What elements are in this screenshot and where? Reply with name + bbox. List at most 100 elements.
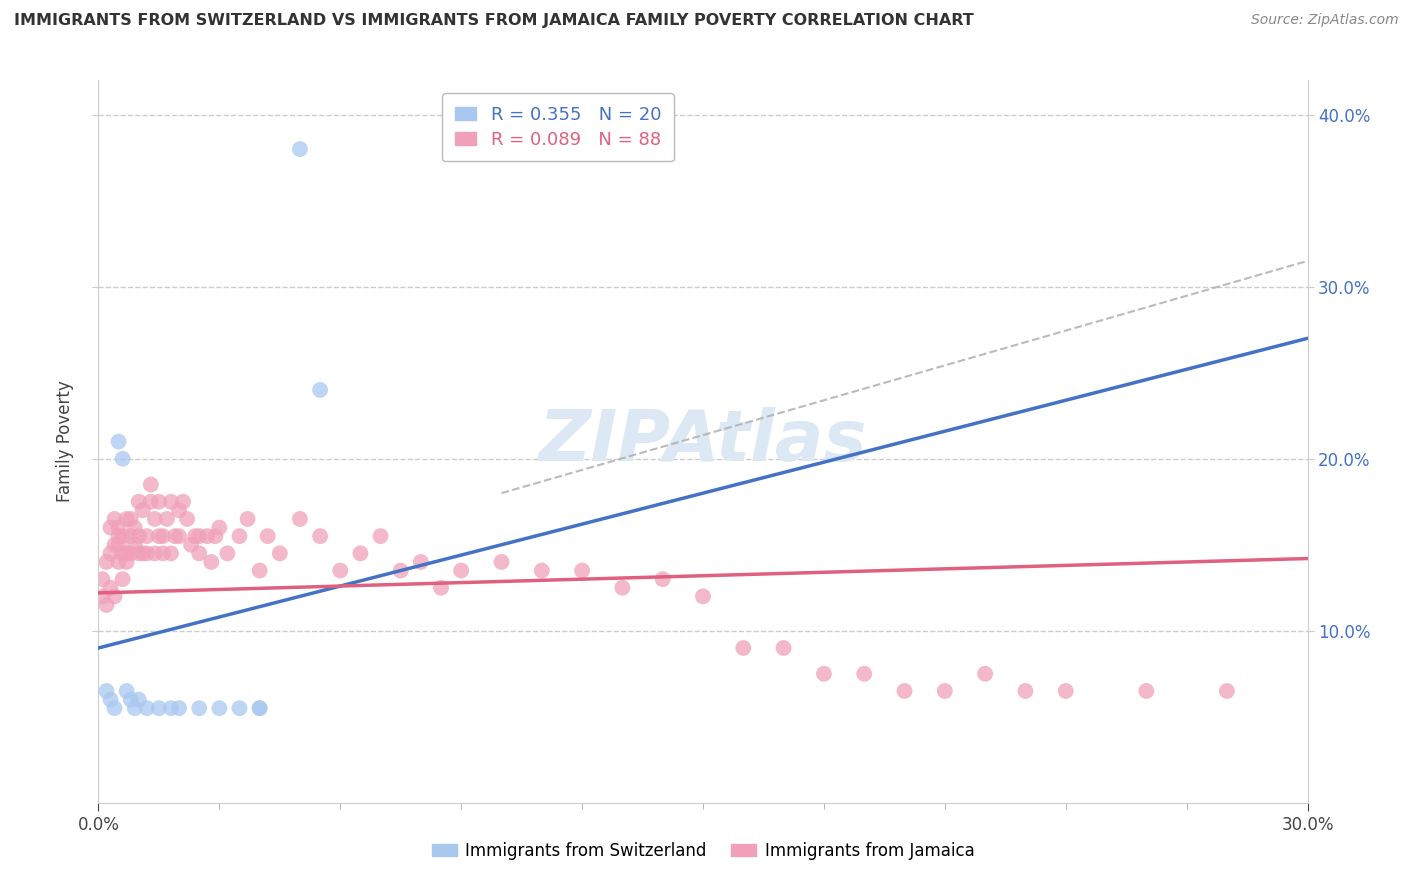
Point — [160, 494, 183, 508]
Point — [228, 701, 250, 715]
Point — [111, 451, 134, 466]
Point — [115, 555, 138, 569]
Point — [148, 494, 170, 508]
Point — [107, 555, 129, 569]
Point — [176, 512, 198, 526]
Point — [288, 142, 311, 156]
Point — [256, 529, 278, 543]
Point — [208, 701, 231, 715]
Point — [430, 581, 453, 595]
Point — [1014, 684, 1036, 698]
Point — [491, 555, 513, 569]
Point — [217, 546, 239, 560]
Point — [651, 572, 673, 586]
Point — [148, 529, 170, 543]
Point — [1216, 684, 1239, 698]
Text: ZIPAtlas: ZIPAtlas — [538, 407, 868, 476]
Point — [167, 529, 190, 543]
Point — [115, 684, 138, 698]
Point — [200, 555, 222, 569]
Point — [120, 546, 142, 560]
Point — [309, 383, 332, 397]
Point — [115, 546, 138, 560]
Point — [813, 666, 835, 681]
Point — [188, 546, 211, 560]
Point — [143, 512, 166, 526]
Point — [249, 701, 271, 715]
Point — [111, 529, 134, 543]
Point — [1135, 684, 1157, 698]
Point — [309, 529, 332, 543]
Point — [163, 529, 186, 543]
Legend: Immigrants from Switzerland, Immigrants from Jamaica: Immigrants from Switzerland, Immigrants … — [425, 836, 981, 867]
Point — [204, 529, 226, 543]
Point — [91, 590, 114, 604]
Point — [124, 520, 146, 534]
Point — [160, 701, 183, 715]
Point — [120, 512, 142, 526]
Point — [128, 494, 150, 508]
Point — [128, 546, 150, 560]
Point — [370, 529, 392, 543]
Point — [96, 555, 118, 569]
Point — [148, 701, 170, 715]
Point — [128, 692, 150, 706]
Point — [103, 512, 125, 526]
Point — [143, 546, 166, 560]
Point — [100, 581, 122, 595]
Point — [120, 692, 142, 706]
Point — [160, 546, 183, 560]
Point — [135, 701, 157, 715]
Point — [156, 512, 179, 526]
Text: Source: ZipAtlas.com: Source: ZipAtlas.com — [1251, 13, 1399, 28]
Point — [103, 538, 125, 552]
Point — [733, 640, 755, 655]
Point — [974, 666, 997, 681]
Point — [128, 529, 150, 543]
Point — [228, 529, 250, 543]
Point — [329, 564, 352, 578]
Point — [124, 701, 146, 715]
Point — [107, 538, 129, 552]
Point — [249, 701, 271, 715]
Point — [409, 555, 432, 569]
Point — [124, 538, 146, 552]
Point — [107, 520, 129, 534]
Point — [135, 529, 157, 543]
Point — [180, 538, 202, 552]
Point — [96, 598, 118, 612]
Point — [96, 684, 118, 698]
Point — [107, 434, 129, 449]
Point — [111, 572, 134, 586]
Point — [934, 684, 956, 698]
Point — [115, 512, 138, 526]
Point — [571, 564, 593, 578]
Point — [184, 529, 207, 543]
Point — [103, 701, 125, 715]
Point — [100, 520, 122, 534]
Point — [288, 512, 311, 526]
Point — [188, 529, 211, 543]
Point — [152, 546, 174, 560]
Point — [103, 590, 125, 604]
Point — [167, 503, 190, 517]
Point — [91, 572, 114, 586]
Point — [100, 546, 122, 560]
Point — [692, 590, 714, 604]
Point — [135, 546, 157, 560]
Point — [107, 529, 129, 543]
Point — [120, 529, 142, 543]
Point — [139, 477, 162, 491]
Point — [893, 684, 915, 698]
Point — [1054, 684, 1077, 698]
Point — [100, 692, 122, 706]
Point — [167, 701, 190, 715]
Point — [111, 546, 134, 560]
Point — [389, 564, 412, 578]
Point — [349, 546, 371, 560]
Point — [132, 546, 155, 560]
Text: IMMIGRANTS FROM SWITZERLAND VS IMMIGRANTS FROM JAMAICA FAMILY POVERTY CORRELATIO: IMMIGRANTS FROM SWITZERLAND VS IMMIGRANT… — [14, 13, 974, 29]
Point — [530, 564, 553, 578]
Point — [188, 701, 211, 715]
Point — [853, 666, 876, 681]
